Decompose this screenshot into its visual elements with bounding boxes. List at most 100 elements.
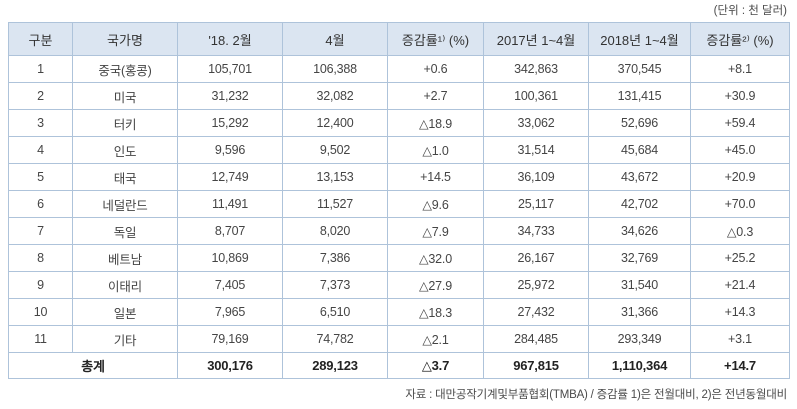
table-row: 1 중국(홍콩) 105,701 106,388 +0.6 342,863 37… [8, 55, 790, 83]
country-cell: 인도 [72, 136, 178, 164]
y2017-cell: 284,485 [483, 325, 589, 353]
feb-cell: 8,707 [177, 217, 283, 245]
yoy-cell: +59.4 [690, 109, 790, 137]
table-row: 11 기타 79,169 74,782 △2.1 284,485 293,349… [8, 325, 790, 353]
mom-cell: △18.9 [387, 109, 484, 137]
country-cell: 기타 [72, 325, 178, 353]
yoy-cell: +45.0 [690, 136, 790, 164]
feb-cell: 7,405 [177, 271, 283, 299]
export-table: 구분 국가명 '18. 2월 4월 증감률¹⁾ (%) 2017년 1~4월 2… [8, 22, 790, 379]
table-row: 10 일본 7,965 6,510 △18.3 27,432 31,366 +1… [8, 298, 790, 326]
rank-cell: 6 [8, 190, 73, 218]
y2018-cell: 43,672 [588, 163, 691, 191]
y2018-cell: 370,545 [588, 55, 691, 83]
rank-cell: 2 [8, 82, 73, 110]
y2017-cell: 33,062 [483, 109, 589, 137]
country-cell: 네덜란드 [72, 190, 178, 218]
apr-cell: 8,020 [282, 217, 388, 245]
yoy-cell: +21.4 [690, 271, 790, 299]
header-cell-feb: '18. 2월 [177, 22, 283, 56]
apr-cell: 6,510 [282, 298, 388, 326]
y2018-cell: 34,626 [588, 217, 691, 245]
header-cell-rank: 구분 [8, 22, 73, 56]
y2017-cell: 100,361 [483, 82, 589, 110]
apr-cell: 9,502 [282, 136, 388, 164]
country-cell: 베트남 [72, 244, 178, 272]
mom-cell: △1.0 [387, 136, 484, 164]
feb-cell: 31,232 [177, 82, 283, 110]
y2018-cell: 293,349 [588, 325, 691, 353]
yoy-cell: △0.3 [690, 217, 790, 245]
header-row: 구분 국가명 '18. 2월 4월 증감률¹⁾ (%) 2017년 1~4월 2… [8, 22, 790, 56]
country-cell: 터키 [72, 109, 178, 137]
rank-cell: 3 [8, 109, 73, 137]
y2018-cell: 31,540 [588, 271, 691, 299]
rank-cell: 5 [8, 163, 73, 191]
mom-cell: △27.9 [387, 271, 484, 299]
apr-cell: 7,373 [282, 271, 388, 299]
mom-cell: +14.5 [387, 163, 484, 191]
table-row: 8 베트남 10,869 7,386 △32.0 26,167 32,769 +… [8, 244, 790, 272]
y2018-cell: 42,702 [588, 190, 691, 218]
rank-cell: 9 [8, 271, 73, 299]
rank-cell: 11 [8, 325, 73, 353]
y2017-cell: 27,432 [483, 298, 589, 326]
mom-cell: △9.6 [387, 190, 484, 218]
rank-cell: 8 [8, 244, 73, 272]
table-header: 구분 국가명 '18. 2월 4월 증감률¹⁾ (%) 2017년 1~4월 2… [8, 22, 790, 56]
total-2018-cell: 1,110,364 [588, 352, 691, 379]
table-row: 9 이태리 7,405 7,373 △27.9 25,972 31,540 +2… [8, 271, 790, 299]
yoy-cell: +14.3 [690, 298, 790, 326]
apr-cell: 13,153 [282, 163, 388, 191]
yoy-cell: +3.1 [690, 325, 790, 353]
total-mom-cell: △3.7 [387, 352, 484, 379]
y2018-cell: 32,769 [588, 244, 691, 272]
header-cell-2017: 2017년 1~4월 [483, 22, 589, 56]
apr-cell: 12,400 [282, 109, 388, 137]
country-cell: 이태리 [72, 271, 178, 299]
y2017-cell: 36,109 [483, 163, 589, 191]
header-cell-apr: 4월 [282, 22, 388, 56]
total-feb-cell: 300,176 [177, 352, 283, 379]
apr-cell: 74,782 [282, 325, 388, 353]
rank-cell: 1 [8, 55, 73, 83]
total-2017-cell: 967,815 [483, 352, 589, 379]
yoy-cell: +30.9 [690, 82, 790, 110]
table-row: 7 독일 8,707 8,020 △7.9 34,733 34,626 △0.3 [8, 217, 790, 245]
feb-cell: 15,292 [177, 109, 283, 137]
y2018-cell: 45,684 [588, 136, 691, 164]
table-footer: 총계 300,176 289,123 △3.7 967,815 1,110,36… [8, 352, 790, 379]
y2018-cell: 31,366 [588, 298, 691, 326]
country-cell: 일본 [72, 298, 178, 326]
header-cell-mom: 증감률¹⁾ (%) [387, 22, 484, 56]
y2017-cell: 26,167 [483, 244, 589, 272]
apr-cell: 32,082 [282, 82, 388, 110]
table-row: 6 네덜란드 11,491 11,527 △9.6 25,117 42,702 … [8, 190, 790, 218]
total-label-cell: 총계 [8, 352, 178, 379]
apr-cell: 11,527 [282, 190, 388, 218]
rank-cell: 10 [8, 298, 73, 326]
total-yoy-cell: +14.7 [690, 352, 790, 379]
y2017-cell: 31,514 [483, 136, 589, 164]
rank-cell: 7 [8, 217, 73, 245]
y2018-cell: 131,415 [588, 82, 691, 110]
header-cell-2018: 2018년 1~4월 [588, 22, 691, 56]
rank-cell: 4 [8, 136, 73, 164]
source-note: 자료 : 대만공작기계및부품협회(TMBA) / 증감률 1)은 전월대비, 2… [405, 389, 787, 401]
feb-cell: 105,701 [177, 55, 283, 83]
feb-cell: 11,491 [177, 190, 283, 218]
apr-cell: 7,386 [282, 244, 388, 272]
table-body: 1 중국(홍콩) 105,701 106,388 +0.6 342,863 37… [8, 55, 790, 353]
y2017-cell: 25,117 [483, 190, 589, 218]
unit-label: (단위 : 천 달러) [713, 5, 787, 17]
total-row: 총계 300,176 289,123 △3.7 967,815 1,110,36… [8, 352, 790, 379]
country-cell: 독일 [72, 217, 178, 245]
mom-cell: +2.7 [387, 82, 484, 110]
feb-cell: 7,965 [177, 298, 283, 326]
y2017-cell: 34,733 [483, 217, 589, 245]
yoy-cell: +70.0 [690, 190, 790, 218]
mom-cell: △18.3 [387, 298, 484, 326]
mom-cell: △7.9 [387, 217, 484, 245]
feb-cell: 9,596 [177, 136, 283, 164]
